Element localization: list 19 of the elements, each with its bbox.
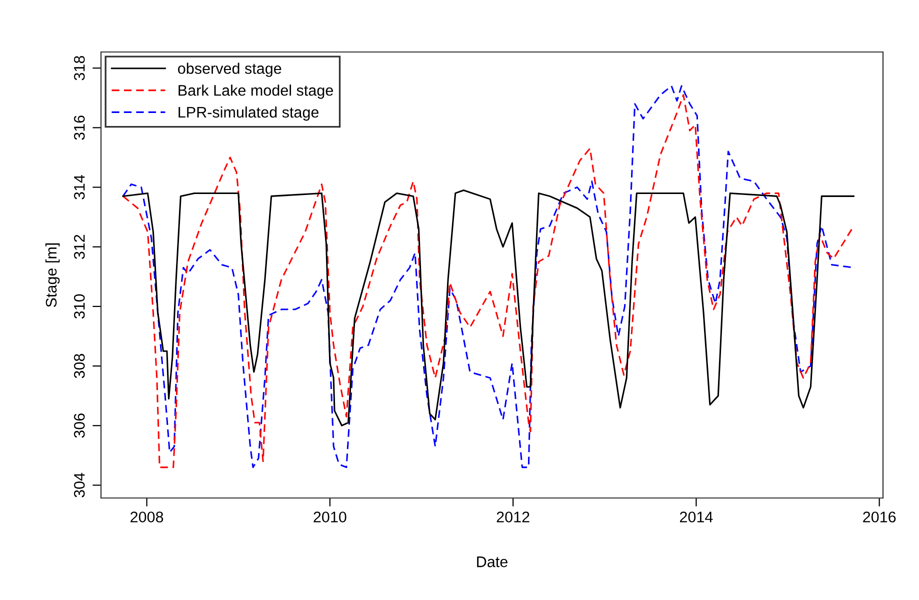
x-tick-label: 2012 <box>496 512 530 522</box>
legend-label: observed stage <box>178 62 282 77</box>
x-axis-title: Date <box>477 556 508 568</box>
y-axis-title: Stage [m] <box>45 243 60 307</box>
y-tick-label: 318 <box>74 56 85 80</box>
legend-label: LPR-simulated stage <box>178 106 319 121</box>
y-tick-label: 308 <box>74 354 85 378</box>
line-series <box>122 189 854 426</box>
x-tick-label: 2010 <box>314 512 346 522</box>
y-tick-label: 316 <box>74 116 85 140</box>
y-tick-label: 314 <box>74 174 85 200</box>
y-tick-label: 304 <box>74 472 85 498</box>
legend-label: Bark Lake model stage <box>178 84 333 99</box>
y-tick-label: 312 <box>74 234 85 260</box>
x-tick-label: 2008 <box>130 512 164 522</box>
x-tick-label: 2016 <box>863 512 896 522</box>
y-tick-label: 306 <box>74 414 85 438</box>
y-tick-label: 310 <box>74 294 85 319</box>
x-tick-label: 2014 <box>680 512 713 522</box>
